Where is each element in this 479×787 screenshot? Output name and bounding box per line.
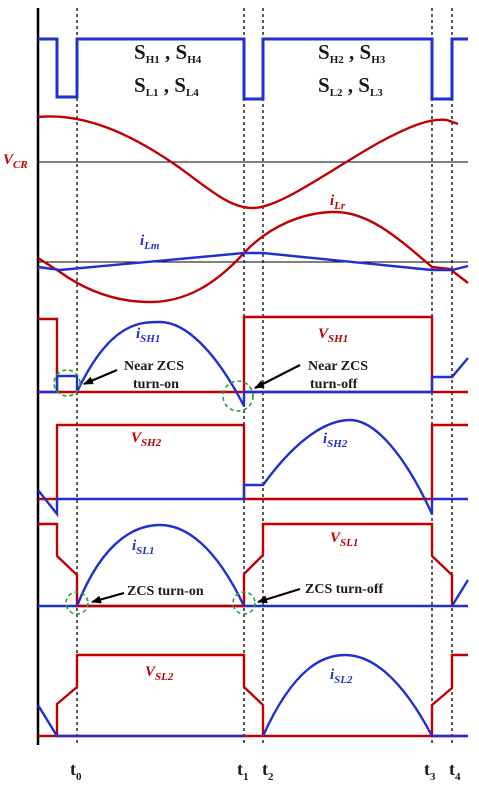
gate-label-sl1-sl4: SL1 , SL4 xyxy=(134,73,199,99)
vcr-trace xyxy=(37,115,459,210)
gate-label-sl2-sl3: SL2 , SL3 xyxy=(318,73,383,99)
vcr-label: VCR xyxy=(3,152,28,171)
gate-label-sh1-sh4: SH1 , SH4 xyxy=(134,40,202,66)
zcs-off-arrow xyxy=(257,587,301,604)
gate-label-sh2-sh3: SH2 , SH3 xyxy=(318,40,386,66)
near-zcs-turn-off-circle xyxy=(222,380,254,412)
vsh2-trace xyxy=(38,423,468,501)
zcs-turn-on-circle xyxy=(65,591,89,615)
vsl2-label: VSL2 xyxy=(145,664,174,683)
vsh2-label: VSH2 xyxy=(131,430,162,449)
near-zcs-turn-on-circle xyxy=(53,369,81,397)
ilr-trace xyxy=(37,210,469,304)
isl2-label: iSL2 xyxy=(330,667,353,686)
vsl2-trace xyxy=(55,653,468,736)
vsl1-trace xyxy=(38,522,454,608)
t1-label: t1 xyxy=(237,759,249,783)
zcs-on-text: ZCS turn-on xyxy=(127,584,204,599)
near-zcs-off-line2: turn-off xyxy=(310,377,358,392)
isl1-label: iSL1 xyxy=(132,538,155,557)
zcs-on-arrow xyxy=(91,591,125,604)
vsh1-label: VSH1 xyxy=(318,326,348,345)
t2-label: t2 xyxy=(262,759,274,783)
ish1-trace xyxy=(38,320,469,407)
near-zcs-off-line1: Near ZCS xyxy=(308,359,368,374)
vsl1-label: VSL1 xyxy=(330,530,358,549)
gate-signal-trace xyxy=(38,37,468,101)
near-zcs-on-line2: turn-on xyxy=(133,377,179,392)
isl2-trace xyxy=(36,653,468,738)
ilm-label: iLm xyxy=(140,233,160,252)
t4-label: t4 xyxy=(449,759,461,783)
ish1-label: iSH1 xyxy=(136,326,160,345)
isl1-trace xyxy=(75,523,470,607)
near-zcs-off-text: Near ZCS turn-off xyxy=(308,359,368,392)
near-zcs-on-text: Near ZCS turn-on xyxy=(124,359,184,392)
ish2-trace xyxy=(37,418,468,518)
zcs-off-text: ZCS turn-off xyxy=(305,582,384,597)
vsh1-trace xyxy=(38,315,434,392)
ish2-label: iSH2 xyxy=(323,431,348,450)
t3-label: t3 xyxy=(424,759,436,783)
near-zcs-on-line1: Near ZCS xyxy=(124,359,184,374)
ilr-label: iLr xyxy=(330,193,346,212)
zcs-turn-off-circle xyxy=(232,591,256,615)
t0-label: t0 xyxy=(70,759,82,783)
ilm-trace xyxy=(37,251,469,272)
near-zcs-off-arrow xyxy=(254,364,301,389)
near-zcs-on-arrow xyxy=(83,368,118,386)
